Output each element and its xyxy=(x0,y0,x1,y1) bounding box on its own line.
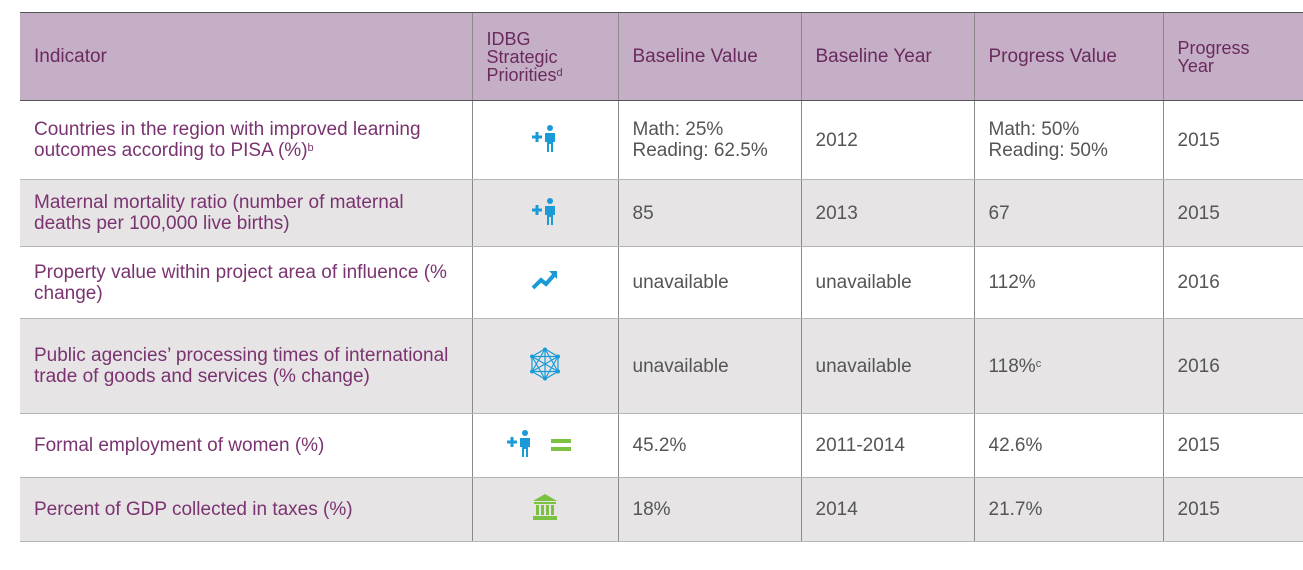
growth-icon xyxy=(531,271,557,290)
people-icon xyxy=(532,197,555,225)
header-text: IDBG Strategic Priorities xyxy=(486,28,558,85)
cell: 2015 xyxy=(1162,179,1303,247)
indicator: Formal employment of women (%) xyxy=(20,413,472,478)
row: Maternal mortality ratio (number of mate… xyxy=(20,179,1303,247)
cell: unavailable xyxy=(617,318,801,414)
cell: 2016 xyxy=(1162,246,1303,319)
row: Countries in the region with improved le… xyxy=(20,100,1303,180)
header-cell: IDBG Strategic Prioritiesd xyxy=(471,12,618,101)
cell-text: 118% xyxy=(988,355,1036,377)
header-cell: Baseline Value xyxy=(617,12,801,101)
cell: 2015 xyxy=(1162,413,1303,478)
results-table: Indicator IDBG Strategic Prioritiesd Bas… xyxy=(20,12,1303,542)
people-equality-icon xyxy=(507,430,571,457)
header-cell: Baseline Year xyxy=(800,12,974,101)
network-icon xyxy=(530,347,560,380)
cell: 2015 xyxy=(1162,100,1303,180)
cell: Math: 25% Reading: 62.5% xyxy=(617,100,801,180)
footnote-mark: c xyxy=(1035,357,1042,370)
indicator-text: Countries in the region with improved le… xyxy=(34,119,421,161)
indicator: Public agencies’ processing times of int… xyxy=(20,318,472,414)
header-cell: Progress Value xyxy=(973,12,1163,101)
cell: 2016 xyxy=(1162,318,1303,414)
cell: 18% xyxy=(617,477,801,542)
header-cell: Progress Year xyxy=(1162,12,1303,101)
cell-line: Reading: 50% xyxy=(988,140,1108,161)
people-icon xyxy=(532,124,555,152)
icon-cell xyxy=(471,246,618,319)
icon-cell xyxy=(471,413,618,478)
cell: 2012 xyxy=(800,100,974,180)
header-row: Indicator IDBG Strategic Prioritiesd Bas… xyxy=(20,12,1303,101)
cell: 85 xyxy=(617,179,801,247)
cell: Math: 50% Reading: 50% xyxy=(973,100,1163,180)
icon-cell xyxy=(471,179,618,247)
cell: 112% xyxy=(973,246,1163,319)
cell-line: Math: 50% xyxy=(988,119,1080,140)
cell: 42.6% xyxy=(973,413,1163,478)
indicator: Countries in the region with improved le… xyxy=(20,100,472,180)
cell: 2014 xyxy=(800,477,974,542)
cell: 2015 xyxy=(1162,477,1303,542)
cell: unavailable xyxy=(617,246,801,319)
footnote-mark: d xyxy=(556,66,563,79)
institution-icon xyxy=(533,494,557,520)
cell: 21.7% xyxy=(973,477,1163,542)
indicator: Maternal mortality ratio (number of mate… xyxy=(20,179,472,247)
cell: 2011-2014 xyxy=(800,413,974,478)
cell: 45.2% xyxy=(617,413,801,478)
cell: unavailable xyxy=(800,246,974,319)
cell-line: Math: 25% xyxy=(632,119,724,140)
cell: 2013 xyxy=(800,179,974,247)
indicator: Property value within project area of in… xyxy=(20,246,472,319)
icon-cell xyxy=(471,318,618,414)
footnote-mark: b xyxy=(307,142,314,154)
header-cell: Indicator xyxy=(20,12,472,101)
cell: unavailable xyxy=(800,318,974,414)
icon-cell xyxy=(471,477,618,542)
row: Public agencies’ processing times of int… xyxy=(20,318,1303,414)
row: Property value within project area of in… xyxy=(20,246,1303,319)
row: Formal employment of women (%) 45.2% 201… xyxy=(20,413,1303,478)
icon-cell xyxy=(471,100,618,180)
indicator: Percent of GDP collected in taxes (%) xyxy=(20,477,472,542)
cell: 118%c xyxy=(973,318,1163,414)
cell-line: Reading: 62.5% xyxy=(632,140,768,161)
cell: 67 xyxy=(973,179,1163,247)
row: Percent of GDP collected in taxes (%) 18… xyxy=(20,477,1303,542)
